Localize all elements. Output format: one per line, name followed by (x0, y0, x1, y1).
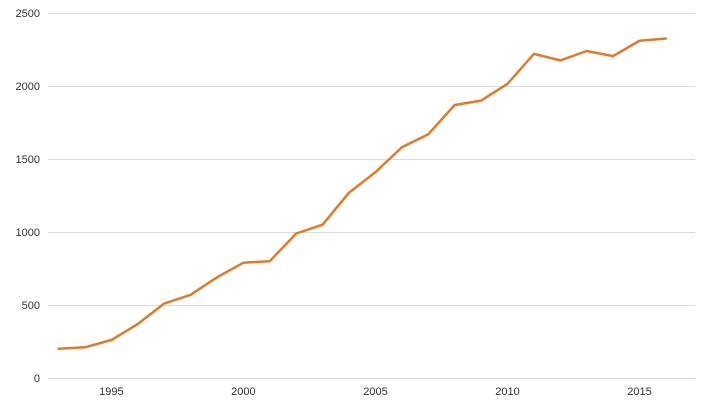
data-point (611, 54, 615, 58)
data-point (347, 191, 351, 195)
data-point (400, 145, 404, 149)
data-point (241, 261, 245, 265)
y-tick-label: 500 (22, 300, 40, 312)
data-point (109, 338, 113, 342)
data-point (374, 170, 378, 174)
data-point (532, 52, 536, 56)
data-point (479, 99, 483, 103)
gridlines (48, 13, 695, 379)
y-tick-label: 2000 (16, 81, 40, 93)
x-tick-label: 2015 (627, 386, 651, 398)
data-point (321, 223, 325, 227)
data-point (268, 259, 272, 263)
y-tick-label: 1000 (16, 227, 40, 239)
x-tick-label: 2010 (495, 386, 519, 398)
data-point (83, 345, 87, 349)
data-point (57, 347, 61, 351)
y-tick-label: 0 (34, 373, 40, 385)
data-point (558, 58, 562, 62)
x-axis-tick-labels: 1995 2000 2005 2010 2015 (99, 386, 652, 398)
data-point (215, 275, 219, 279)
y-tick-label: 1500 (16, 154, 40, 166)
data-point (294, 232, 298, 236)
data-point (162, 302, 166, 306)
x-tick-label: 2000 (231, 386, 255, 398)
y-axis-tick-labels: 0 500 1000 1500 2000 2500 (16, 8, 40, 385)
data-point (453, 103, 457, 107)
series-line-0 (57, 37, 668, 351)
data-point (136, 322, 140, 326)
data-point (664, 37, 668, 41)
data-point (506, 82, 510, 86)
series-layer (57, 37, 668, 351)
data-point (426, 132, 430, 136)
data-point (585, 49, 589, 53)
data-point (189, 293, 193, 297)
x-tick-label: 2005 (363, 386, 387, 398)
y-tick-label: 2500 (16, 8, 40, 20)
x-tick-label: 1995 (99, 386, 123, 398)
data-point (638, 39, 642, 43)
